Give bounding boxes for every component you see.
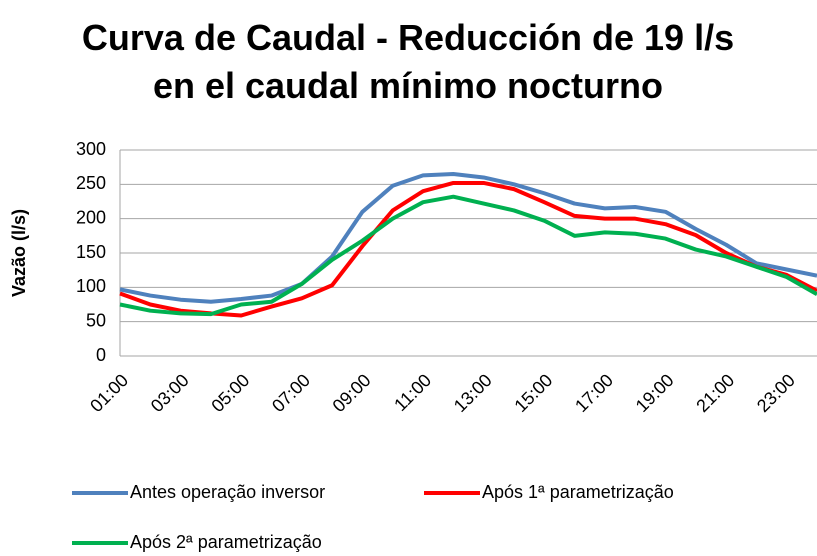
x-tick-label: 11:00	[390, 370, 435, 415]
x-tick-label: 09:00	[329, 370, 375, 416]
x-tick-label: 17:00	[571, 370, 617, 416]
legend-label: Antes operação inversor	[130, 482, 325, 502]
y-tick-label: 150	[76, 242, 106, 262]
x-tick-label: 15:00	[510, 370, 556, 416]
series-line	[119, 172, 817, 304]
series-line	[119, 194, 817, 317]
y-axis-label: Vazão (l/s)	[9, 209, 29, 297]
x-tick-label: 03:00	[147, 370, 193, 416]
y-tick-label: 250	[76, 173, 106, 193]
y-tick-label: 0	[96, 345, 106, 365]
x-tick-label: 21:00	[692, 370, 738, 416]
x-tick-label: 13:00	[450, 370, 496, 416]
series-line	[119, 180, 817, 318]
y-tick-label: 200	[76, 207, 106, 227]
legend-label: Após 1ª parametrização	[482, 482, 674, 502]
x-tick-label: 01:00	[86, 370, 132, 416]
y-tick-label: 100	[76, 276, 106, 296]
legend-label: Após 2ª parametrização	[130, 532, 322, 552]
x-tick-label: 23:00	[753, 370, 799, 416]
y-tick-label: 300	[76, 139, 106, 159]
x-tick-label: 19:00	[632, 370, 678, 416]
x-tick-label: 07:00	[268, 370, 314, 416]
y-tick-label: 50	[86, 310, 106, 330]
chart-title: Curva de Caudal - Reducción de 19 l/s en…	[81, 17, 735, 106]
x-tick-label: 05:00	[207, 370, 253, 416]
